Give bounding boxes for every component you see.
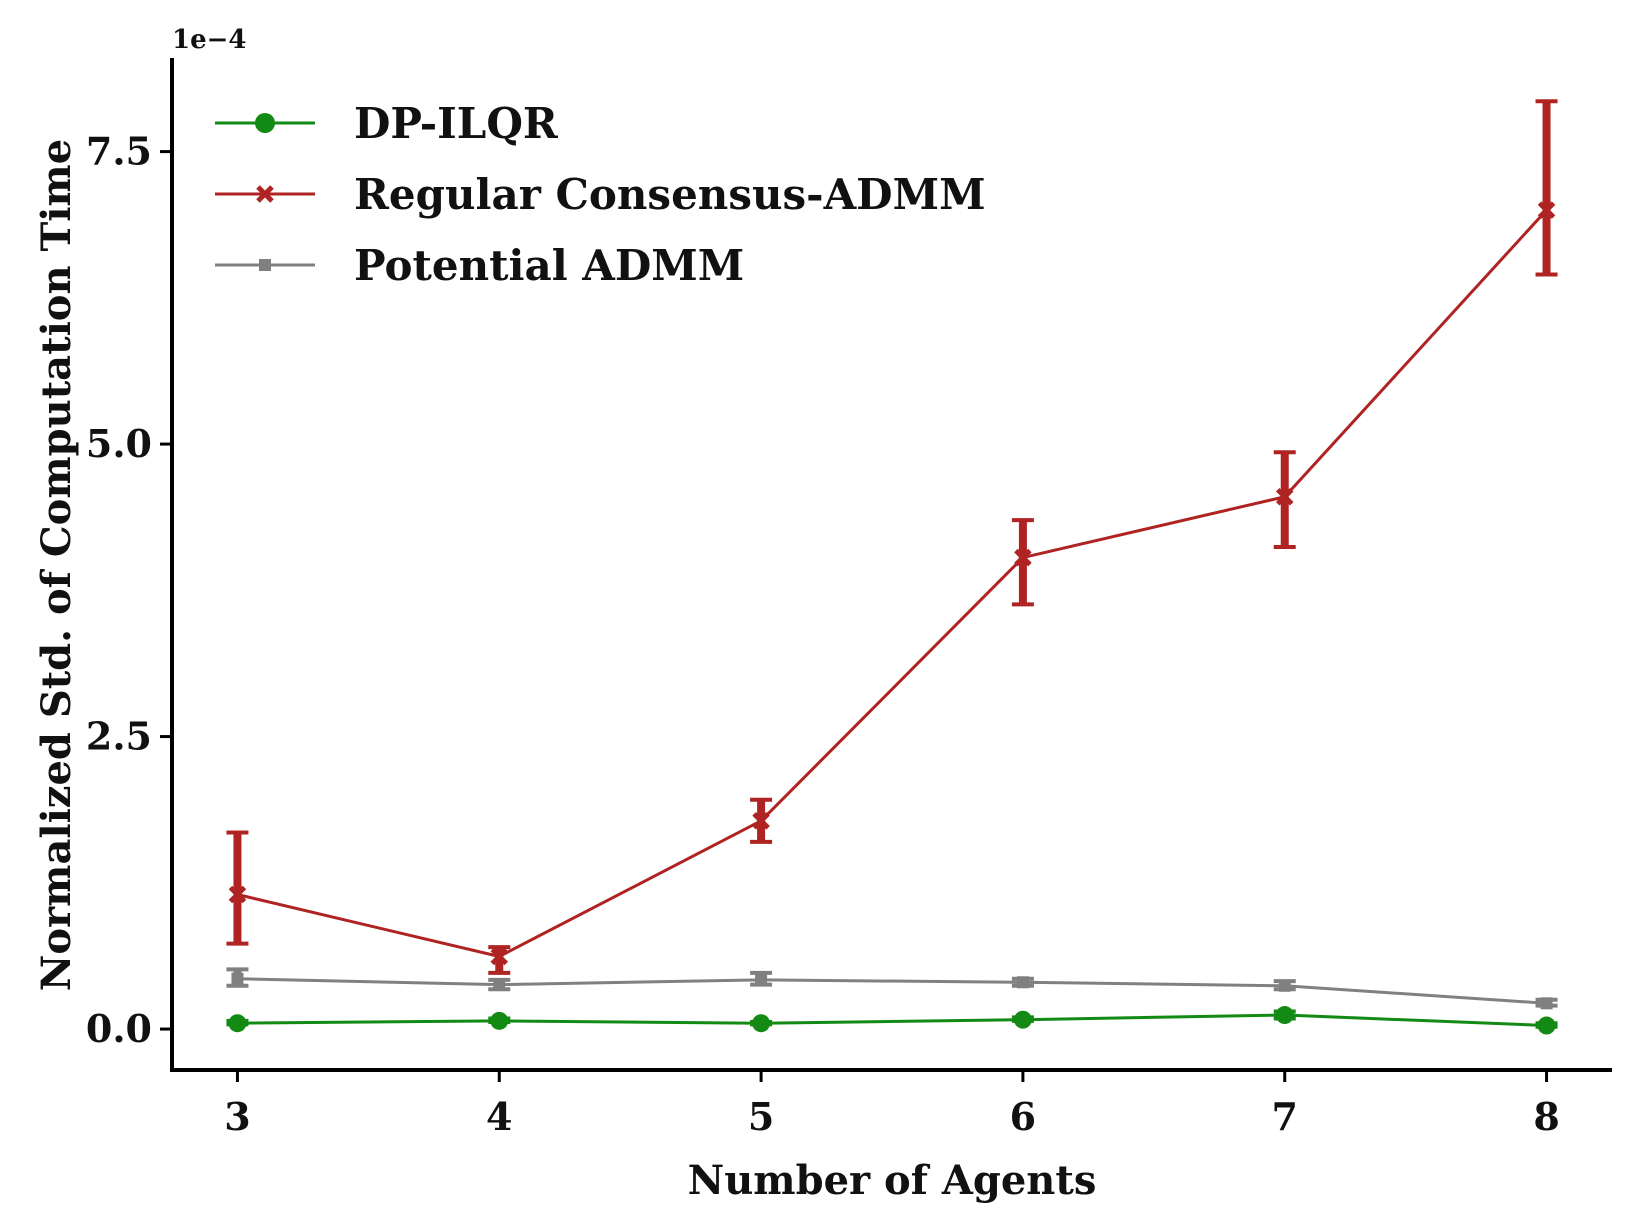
x-tick-label: 4 <box>486 1094 512 1139</box>
x-tick-label: 5 <box>748 1094 774 1139</box>
ticks: 3 4 5 6 7 8 0.0 2.5 5.0 7.5 <box>86 129 1560 1139</box>
series-line <box>237 1013 1547 1028</box>
data-point <box>1275 487 1294 506</box>
data-point <box>231 972 244 985</box>
data-point <box>1278 979 1291 992</box>
axes: 1e−4 Number of Agents Normalized Std. of… <box>33 25 1612 1204</box>
data-point <box>1014 548 1032 567</box>
y-tick-label: 5.0 <box>86 421 152 466</box>
legend-marker <box>259 259 271 271</box>
series-line <box>237 977 1547 1005</box>
legend-marker <box>256 185 274 203</box>
data-point <box>228 885 247 904</box>
legend-item: Potential ADMM <box>215 241 744 290</box>
legend: DP-ILQR Regular Consensus-ADMM Potential A… <box>215 99 986 290</box>
data-point <box>493 978 506 991</box>
data-point <box>755 973 768 986</box>
legend-label: Regular Consensus-ADMM <box>354 170 986 219</box>
x-tick-label: 7 <box>1272 1094 1298 1139</box>
data-point <box>1537 1016 1556 1035</box>
y-axis-title: Normalized Std. of Computation Time <box>33 139 80 991</box>
data-point <box>1537 201 1556 219</box>
legend-marker <box>255 113 275 133</box>
series-regular-consensus-admm <box>226 99 1558 975</box>
y-tick-label: 0.0 <box>86 1006 152 1051</box>
x-tick-label: 6 <box>1010 1094 1036 1139</box>
data-point <box>752 812 770 830</box>
plot-area <box>226 99 1558 1035</box>
data-point <box>228 1014 247 1033</box>
error-bar <box>1535 99 1558 277</box>
legend-label: DP-ILQR <box>354 99 559 148</box>
y-tick-label: 7.5 <box>86 129 152 174</box>
x-axis-title: Number of Agents <box>688 1157 1097 1204</box>
data-point <box>490 947 509 966</box>
y-tick-label: 2.5 <box>86 714 152 759</box>
series-line <box>237 209 1548 959</box>
series-potential-admm <box>226 967 1558 1010</box>
data-point <box>1016 976 1029 989</box>
legend-label: Potential ADMM <box>354 241 744 290</box>
series-dp-ilqr <box>226 1006 1558 1035</box>
legend-item: Regular Consensus-ADMM <box>215 170 986 219</box>
error-bar <box>1011 518 1034 607</box>
data-point <box>1540 997 1553 1010</box>
data-point <box>1013 1010 1032 1029</box>
y-offset-label: 1e−4 <box>172 25 247 55</box>
error-bar <box>226 830 249 946</box>
data-point <box>752 1014 771 1033</box>
data-point <box>1275 1006 1294 1025</box>
x-tick-label: 8 <box>1533 1094 1559 1139</box>
legend-item: DP-ILQR <box>215 99 559 148</box>
data-point <box>490 1011 509 1030</box>
x-tick-label: 3 <box>224 1094 250 1139</box>
